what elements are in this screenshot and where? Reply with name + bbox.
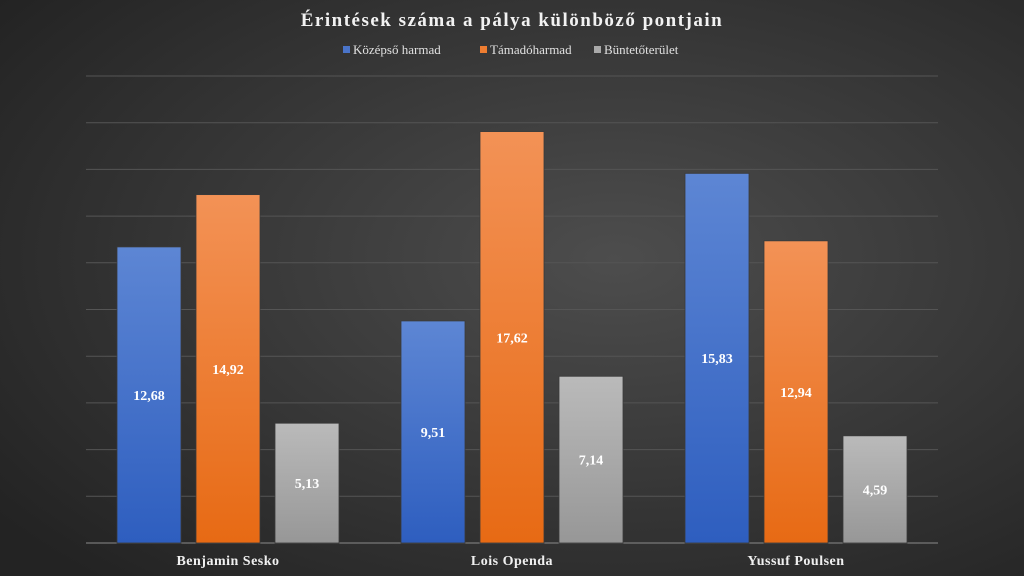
bar <box>558 375 624 544</box>
chart-title: Érintések száma a pálya különböző pontja… <box>301 9 723 31</box>
x-tick-label: Benjamin Sesko <box>176 554 279 569</box>
bar <box>400 320 466 544</box>
bar <box>479 131 545 544</box>
data-label: 5,13 <box>295 477 320 492</box>
data-label: 4,59 <box>863 483 888 498</box>
legend-label: Középső harmad <box>353 42 441 57</box>
bar <box>195 194 261 544</box>
legend-label: Támadóharmad <box>490 42 572 57</box>
bar <box>684 172 750 544</box>
data-label: 9,51 <box>421 426 446 441</box>
legend-swatch <box>480 46 487 53</box>
data-label: 12,94 <box>780 386 812 401</box>
legend-label: Büntetőterület <box>604 42 679 57</box>
data-label: 14,92 <box>212 363 244 378</box>
data-label: 12,68 <box>133 389 165 404</box>
bar <box>763 240 829 544</box>
data-label: 7,14 <box>579 454 604 469</box>
x-tick-label: Lois Openda <box>471 554 553 569</box>
legend-swatch <box>343 46 350 53</box>
bars: 12,68 14,92 5,13 9,51 17,62 7,14 15,83 12,94 4,5… <box>116 131 908 544</box>
legend: Középső harmad Támadóharmad Büntetőterület <box>343 42 679 57</box>
x-tick-label: Yussuf Poulsen <box>747 554 844 569</box>
x-axis-labels: Benjamin Sesko Lois Openda Yussuf Poulsen <box>176 554 844 569</box>
bar <box>842 435 908 544</box>
data-label: 17,62 <box>496 331 528 346</box>
legend-swatch <box>594 46 601 53</box>
bar <box>116 246 182 544</box>
data-label: 15,83 <box>701 352 733 367</box>
bar <box>274 422 340 544</box>
